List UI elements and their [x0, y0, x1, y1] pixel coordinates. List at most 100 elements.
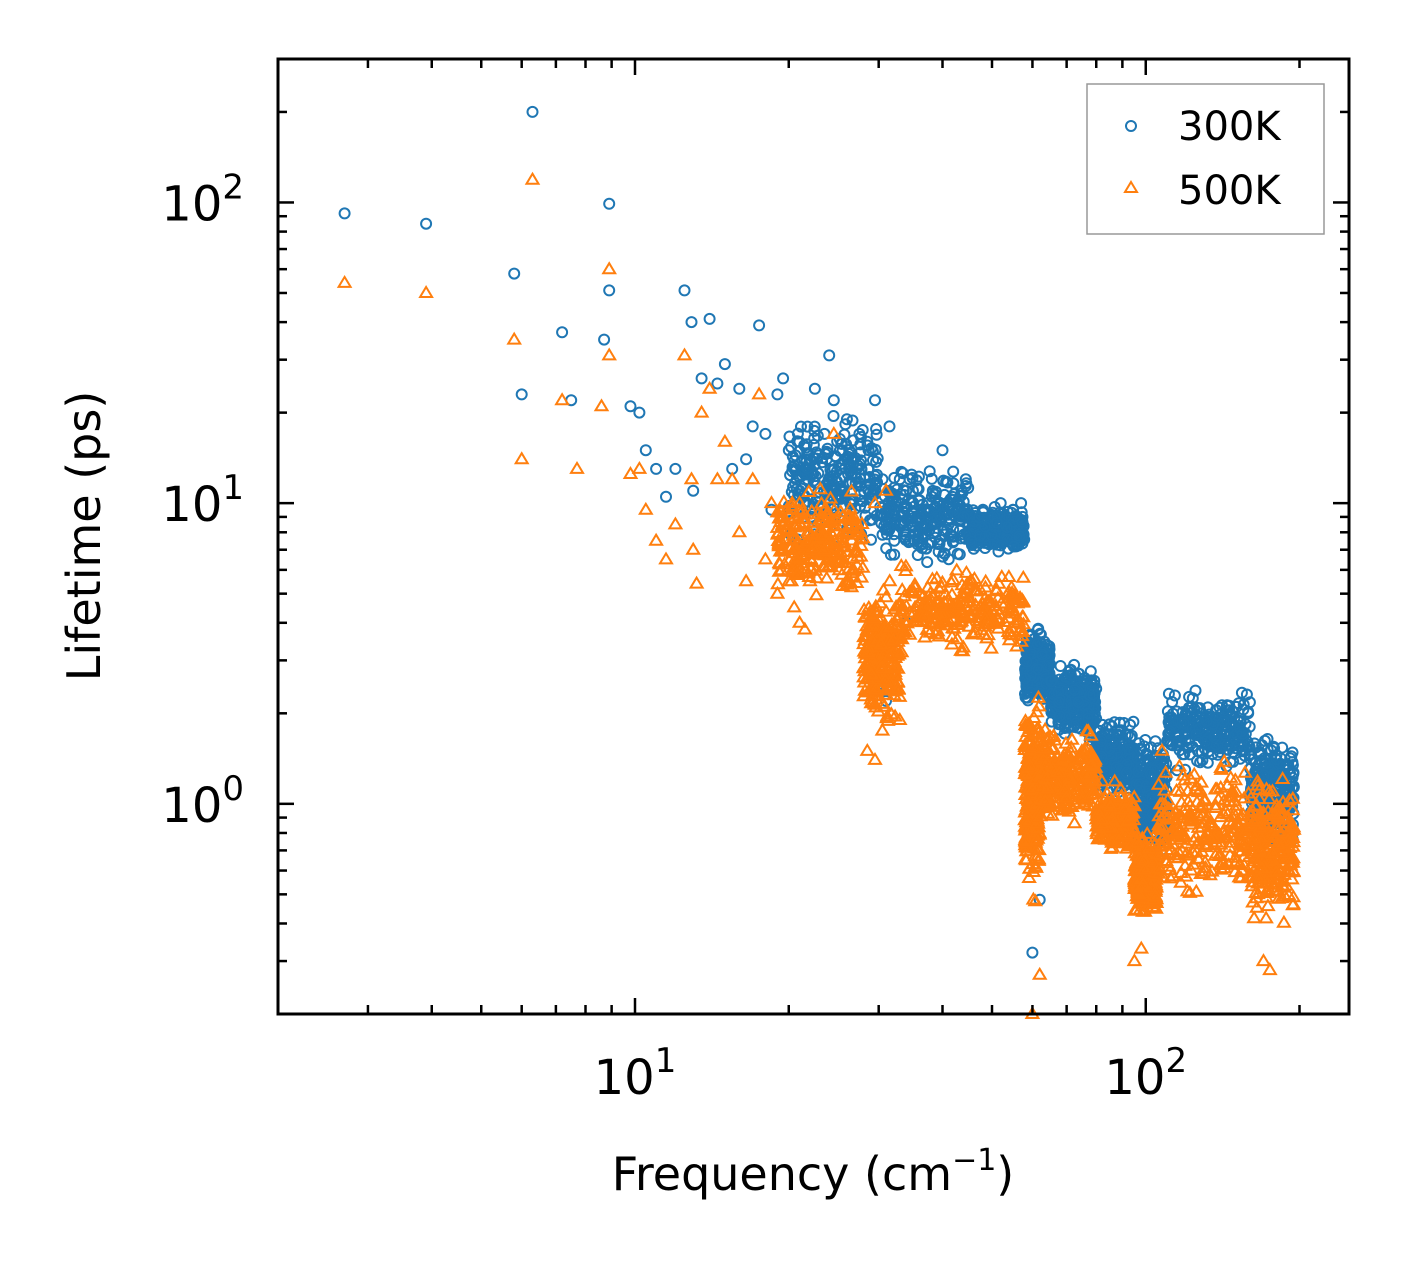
point-300k — [777, 372, 790, 385]
point-300k — [788, 462, 801, 475]
point-300k — [695, 372, 708, 385]
x-tick-label: 101 — [594, 1041, 677, 1106]
point-500k-band — [779, 501, 795, 515]
point-500k-band — [866, 618, 883, 632]
point-500k-band — [875, 695, 892, 709]
point-500k — [816, 541, 833, 555]
point-500k-band — [1020, 742, 1036, 755]
point-300k-band — [1118, 717, 1130, 729]
point-500k-band — [772, 514, 789, 527]
point-500k-band — [863, 695, 879, 709]
point-500k-band — [1285, 830, 1301, 843]
point-500k-band — [931, 580, 947, 594]
point-500k-band — [873, 660, 889, 674]
point-500k — [769, 585, 786, 599]
point-500k-band — [1179, 883, 1196, 897]
point-300k-band — [978, 520, 991, 533]
point-300k-band — [1177, 717, 1190, 730]
point-500k — [336, 274, 353, 288]
point-500k-band — [1221, 794, 1238, 808]
point-300k-band — [938, 547, 951, 560]
point-500k-band — [1285, 897, 1301, 911]
point-500k-band — [999, 585, 1016, 599]
point-300k-band — [923, 504, 936, 517]
point-500k-band — [843, 483, 860, 497]
point-500k-band — [1270, 836, 1287, 850]
point-300k — [718, 358, 731, 371]
point-500k-band — [1074, 750, 1091, 764]
point-500k-band — [1258, 889, 1275, 903]
point-300k-band — [967, 542, 980, 555]
point-300k-band — [1221, 714, 1234, 727]
point-300k-band — [783, 430, 796, 443]
point-300k-band — [946, 530, 959, 543]
point-300k-band — [870, 423, 883, 435]
point-500k-band — [861, 606, 878, 620]
point-500k-band — [1224, 809, 1241, 823]
point-500k-band — [1003, 620, 1020, 634]
point-500k-band — [1275, 873, 1291, 887]
point-300k-band — [827, 410, 840, 422]
point-300k — [861, 435, 874, 448]
point-500k — [685, 541, 701, 555]
point-300k-band — [1013, 530, 1026, 542]
point-500k-band — [1197, 854, 1213, 868]
point-300k-band — [921, 556, 934, 569]
point-500k-band — [1139, 825, 1155, 839]
point-500k-band — [805, 539, 821, 553]
point-500k-band — [1194, 843, 1210, 857]
point-500k-band — [1155, 819, 1171, 832]
point-500k-band — [1150, 821, 1167, 835]
point-500k-band — [1221, 824, 1238, 838]
point-500k-band — [1196, 792, 1212, 806]
point-500k-band — [883, 706, 900, 720]
legend-label-500k: 500K — [1178, 168, 1282, 214]
point-500k-band — [804, 503, 820, 517]
point-500k-band — [894, 582, 910, 595]
point-300k — [678, 284, 691, 297]
point-500k-band — [1017, 717, 1034, 731]
point-300k-band — [1135, 761, 1148, 774]
point-500k-band — [1054, 802, 1070, 816]
point-300k-band — [1045, 675, 1058, 688]
point-300k-band — [1007, 540, 1020, 553]
point-500k-band — [1110, 809, 1126, 823]
point-500k-band — [870, 679, 887, 693]
point-500k-band — [1194, 797, 1211, 811]
point-500k-band — [799, 533, 815, 547]
point-300k-band — [1236, 727, 1249, 740]
point-300k-band — [1256, 739, 1269, 752]
point-500k-band — [858, 627, 874, 641]
point-500k-band — [1083, 757, 1099, 771]
point-300k-band — [1045, 687, 1058, 700]
point-300k-band — [883, 484, 895, 497]
point-500k — [593, 398, 610, 412]
point-500k-band — [1018, 814, 1034, 828]
point-300k-band — [1024, 669, 1037, 682]
point-500k-band — [1178, 868, 1194, 882]
point-500k-band — [1031, 842, 1047, 856]
point-500k-band — [1126, 824, 1143, 838]
point-300k-band — [844, 497, 856, 510]
point-500k-band — [1285, 819, 1302, 833]
point-500k-band — [892, 596, 909, 610]
point-300k-band — [1166, 696, 1179, 708]
point-500k-band — [1168, 782, 1185, 796]
point-500k — [731, 524, 748, 538]
point-300k — [515, 388, 528, 401]
legend-frame — [1086, 83, 1325, 235]
point-500k-band — [1155, 869, 1172, 883]
point-500k-band — [1026, 710, 1042, 723]
point-500k-band — [967, 624, 984, 638]
point-500k-band — [882, 647, 898, 661]
point-500k-band — [1104, 834, 1120, 848]
point-500k-band — [1141, 840, 1157, 854]
point-300k — [639, 444, 652, 457]
point-500k-band — [771, 525, 787, 539]
point-500k-band — [1022, 757, 1038, 771]
point-300k-band — [866, 445, 879, 458]
point-500k-band — [1183, 812, 1199, 826]
point-300k-band — [1179, 735, 1192, 748]
point-300k-band — [1053, 710, 1066, 723]
